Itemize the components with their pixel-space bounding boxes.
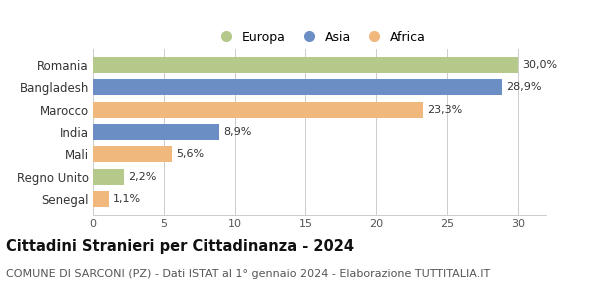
Bar <box>93 124 219 140</box>
Text: Cittadini Stranieri per Cittadinanza - 2024: Cittadini Stranieri per Cittadinanza - 2… <box>6 239 354 254</box>
Bar <box>93 102 423 118</box>
Text: 30,0%: 30,0% <box>522 60 557 70</box>
Text: COMUNE DI SARCONI (PZ) - Dati ISTAT al 1° gennaio 2024 - Elaborazione TUTTITALIA: COMUNE DI SARCONI (PZ) - Dati ISTAT al 1… <box>6 269 490 279</box>
Text: 23,3%: 23,3% <box>427 105 463 115</box>
Text: 1,1%: 1,1% <box>113 194 141 204</box>
Bar <box>93 191 109 207</box>
Bar <box>93 79 502 95</box>
Bar <box>93 57 518 73</box>
Text: 28,9%: 28,9% <box>506 82 542 92</box>
Text: 8,9%: 8,9% <box>223 127 251 137</box>
Legend: Europa, Asia, Africa: Europa, Asia, Africa <box>208 26 431 49</box>
Bar <box>93 168 124 185</box>
Text: 2,2%: 2,2% <box>128 172 157 182</box>
Text: 5,6%: 5,6% <box>176 149 205 159</box>
Bar <box>93 146 172 162</box>
